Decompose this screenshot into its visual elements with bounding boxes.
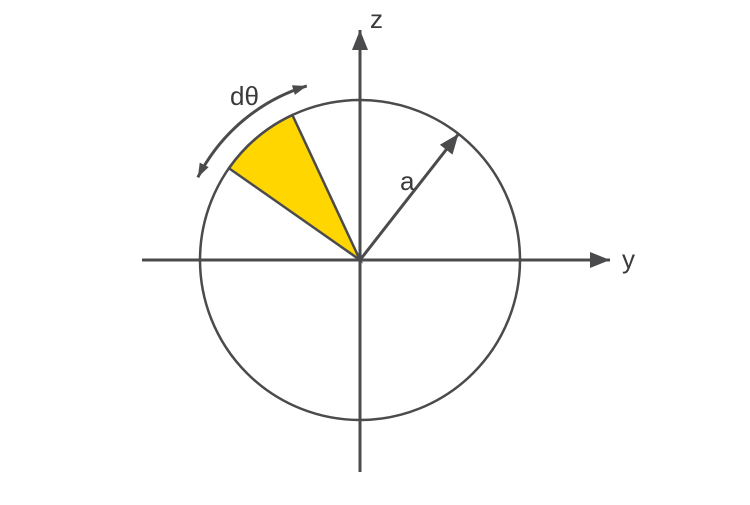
dtheta-label: dθ: [230, 81, 259, 111]
radius-a-line: [360, 134, 459, 260]
arrowhead: [352, 30, 368, 50]
z-axis-label: z: [370, 4, 383, 34]
disc-diagram: z y a dθ: [0, 0, 750, 505]
angular-wedge-fill: [229, 115, 360, 260]
radius-label: a: [400, 166, 415, 196]
arrowhead: [440, 134, 459, 155]
arrowhead: [292, 85, 307, 95]
arrowhead: [198, 163, 209, 178]
y-axis-label: y: [622, 244, 635, 274]
arrowhead: [590, 252, 610, 268]
